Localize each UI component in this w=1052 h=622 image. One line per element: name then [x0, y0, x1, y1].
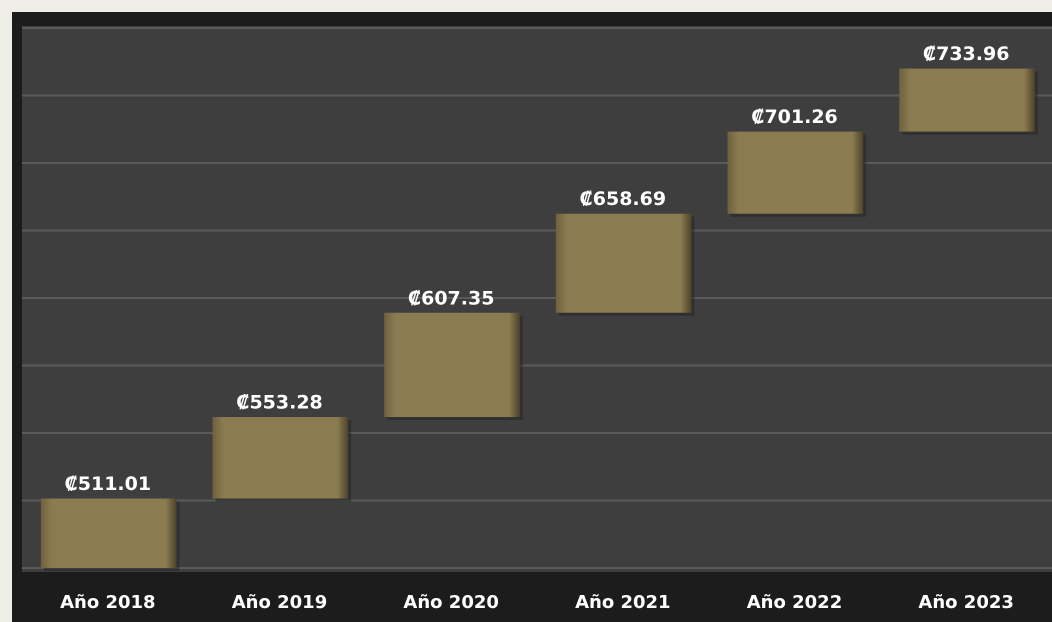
- x-tick-label: Año 2021: [575, 592, 670, 613]
- value-label: ₡701.26: [751, 106, 838, 128]
- x-tick-label: Año 2022: [747, 592, 842, 613]
- bar: [40, 498, 177, 568]
- x-tick-label: Año 2018: [60, 592, 155, 613]
- bar: [384, 312, 520, 418]
- x-tick-label: Año 2020: [403, 592, 498, 613]
- value-label: ₡658.69: [580, 188, 667, 210]
- bar: [727, 131, 864, 214]
- bar: [212, 417, 349, 499]
- value-label: ₡607.35: [408, 287, 495, 309]
- x-tick-label: Año 2019: [232, 592, 327, 613]
- value-label: ₡553.28: [236, 392, 323, 414]
- bar: [899, 68, 1035, 132]
- x-tick-label: Año 2023: [918, 592, 1013, 613]
- bar: [555, 213, 692, 313]
- value-label: ₡733.96: [923, 43, 1010, 65]
- value-label: ₡511.01: [65, 473, 152, 495]
